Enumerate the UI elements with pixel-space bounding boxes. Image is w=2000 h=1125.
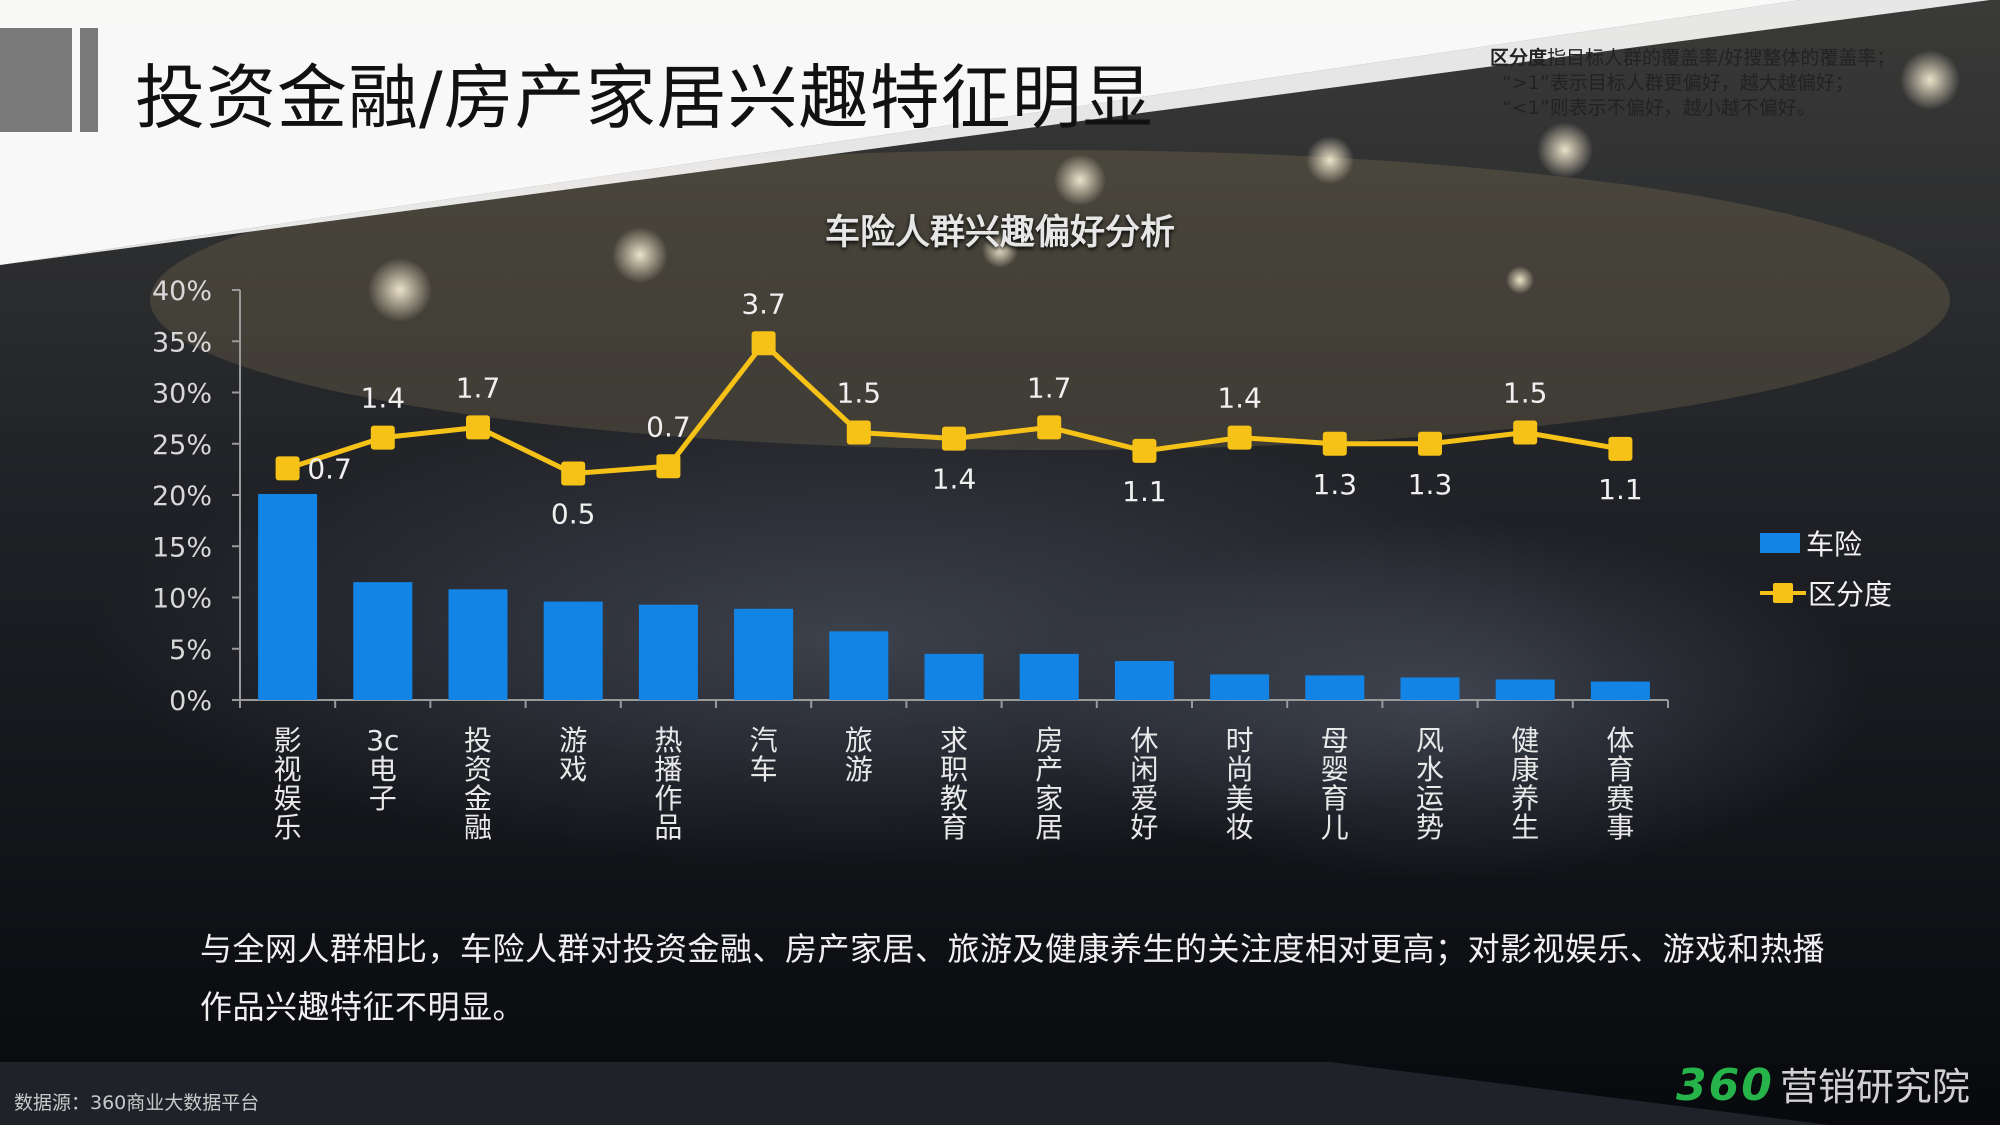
bar xyxy=(1019,653,1079,700)
y-tick-label: 10% xyxy=(152,584,212,615)
y-tick-label: 0% xyxy=(169,686,212,717)
bar xyxy=(543,601,603,700)
title-accent-stripe xyxy=(80,28,98,132)
category-label: 旅游 xyxy=(845,724,873,786)
line-data-label: 1.4 xyxy=(932,463,977,496)
line-data-label: 1.7 xyxy=(1027,371,1072,404)
line-marker xyxy=(1418,431,1442,456)
definition-line-2: “>1”表示目标人群更偏好，越大越偏好； xyxy=(1502,72,1854,94)
category-label: 3c 电子 xyxy=(366,724,399,815)
line-data-label: 1.1 xyxy=(1122,475,1167,508)
legend-bar-swatch xyxy=(1760,533,1800,553)
definition-note: 区分度指目标人群的覆盖率/好搜整体的覆盖率； “>1”表示目标人群更偏好，越大越… xyxy=(1490,46,1970,121)
brand-logo: 360 营销研究院 xyxy=(1676,1056,1970,1111)
line-data-label: 1.3 xyxy=(1313,468,1358,501)
legend-item-line: 区分度 xyxy=(1760,568,1892,618)
line-marker xyxy=(1227,425,1252,450)
bar xyxy=(353,582,413,700)
category-label: 影视娱乐 xyxy=(274,724,302,844)
line-marker xyxy=(942,426,966,451)
line-data-label: 0.7 xyxy=(646,410,691,443)
brand-text: 营销研究院 xyxy=(1779,1065,1970,1109)
bar xyxy=(829,631,889,700)
line-data-label: 1.5 xyxy=(1503,376,1548,409)
bar xyxy=(638,604,698,700)
legend-label-bar: 车险 xyxy=(1806,528,1863,561)
category-label: 汽车 xyxy=(750,724,778,786)
brand-number: 360 xyxy=(1676,1060,1774,1111)
line-data-label: 1.4 xyxy=(361,382,406,415)
y-tick-label: 5% xyxy=(169,635,212,666)
category-label: 风水运势 xyxy=(1416,724,1444,844)
line-data-label: 0.7 xyxy=(307,452,352,485)
line-marker xyxy=(466,415,490,440)
definition-line-3: “<1”则表示不偏好，越小越不偏好。 xyxy=(1502,97,1816,119)
chart-title: 车险人群兴趣偏好分析 xyxy=(824,213,1175,253)
category-label: 游戏 xyxy=(559,724,587,786)
bar xyxy=(1590,681,1650,700)
line-marker xyxy=(656,454,681,479)
bar xyxy=(924,653,984,700)
line-marker xyxy=(1322,431,1347,456)
line-marker xyxy=(561,461,586,486)
chart-legend: 车险 区分度 xyxy=(1760,518,1892,618)
category-label: 热播作品 xyxy=(654,724,682,844)
bar xyxy=(1400,677,1460,700)
title-accent-block xyxy=(0,28,72,132)
line-data-label: 1.4 xyxy=(1217,382,1262,415)
y-tick-label: 25% xyxy=(152,430,212,461)
category-label: 健康养生 xyxy=(1511,724,1539,844)
category-label: 投资金融 xyxy=(464,724,492,844)
legend-label-line: 区分度 xyxy=(1808,578,1893,611)
y-tick-label: 30% xyxy=(152,379,212,410)
category-label: 体育赛事 xyxy=(1606,724,1634,844)
line-data-label: 1.5 xyxy=(837,376,882,409)
bar xyxy=(1114,661,1174,700)
bar xyxy=(1210,674,1270,700)
legend-line-swatch xyxy=(1760,583,1806,603)
category-label: 求职教育 xyxy=(940,724,968,844)
category-label: 母婴育儿 xyxy=(1321,724,1349,844)
category-label: 休闲爱好 xyxy=(1130,724,1158,844)
y-tick-label: 35% xyxy=(152,327,212,358)
summary-text: 与全网人群相比，车险人群对投资金融、房产家居、旅游及健康养生的关注度相对更高；对… xyxy=(200,930,1826,1026)
data-source: 数据源：360商业大数据平台 xyxy=(14,1092,260,1114)
y-tick-label: 40% xyxy=(152,276,212,307)
line-marker xyxy=(1037,415,1062,440)
definition-line-1: 区分度指目标人群的覆盖率/好搜整体的覆盖率； xyxy=(1490,46,1970,71)
line-data-label: 0.5 xyxy=(551,497,596,530)
line-marker xyxy=(846,420,871,445)
line-data-label: 3.7 xyxy=(741,287,786,320)
bar xyxy=(1495,679,1555,700)
category-label: 时尚美妆 xyxy=(1226,724,1254,844)
legend-item-bar: 车险 xyxy=(1760,518,1892,568)
line-data-label: 1.3 xyxy=(1408,468,1453,501)
line-data-label: 1.7 xyxy=(456,371,501,404)
bar xyxy=(448,589,508,700)
line-marker xyxy=(1608,436,1633,461)
line-marker xyxy=(751,331,776,356)
definition-term: 区分度 xyxy=(1490,47,1548,69)
category-label: 房产家居 xyxy=(1035,724,1063,844)
line-data-label: 1.1 xyxy=(1598,473,1643,506)
page-title: 投资金融/房产家居兴趣特征明显 xyxy=(135,57,1154,139)
line-marker xyxy=(1513,420,1538,445)
bar xyxy=(734,608,794,700)
line-marker xyxy=(275,456,300,481)
definition-text: 指目标人群的覆盖率/好搜整体的覆盖率； xyxy=(1547,47,1896,69)
y-tick-label: 20% xyxy=(152,481,212,512)
line-marker xyxy=(1132,438,1157,463)
bar xyxy=(258,493,318,700)
line-marker xyxy=(370,425,395,450)
bar xyxy=(1305,675,1365,700)
y-tick-label: 15% xyxy=(152,532,212,563)
